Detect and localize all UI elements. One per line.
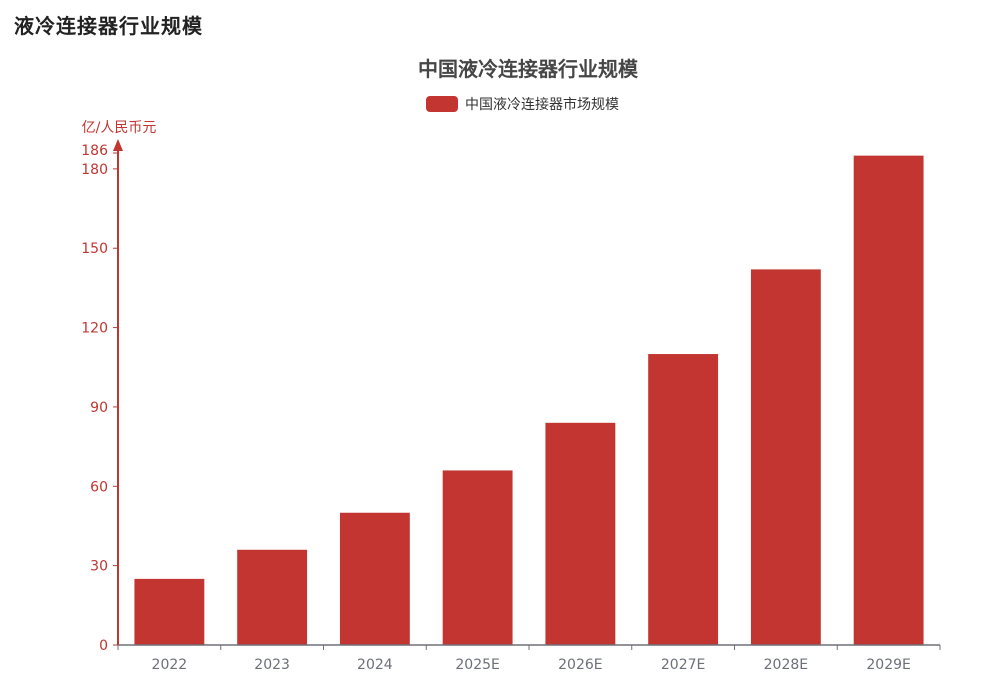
y-tick-label: 0 <box>99 638 108 654</box>
x-tick-label: 2028E <box>764 657 808 673</box>
legend[interactable]: 中国液冷连接器市场规模 <box>426 96 619 113</box>
bar-2028e[interactable] <box>750 269 821 645</box>
y-axis-arrow <box>113 139 123 151</box>
bar-2023[interactable] <box>237 549 308 645</box>
page-heading: 液冷连接器行业规模 <box>14 14 203 38</box>
bar-2026e[interactable] <box>545 422 616 645</box>
y-tick-label: 180 <box>81 162 108 178</box>
x-tick-label: 2025E <box>455 657 499 673</box>
y-axis: 0 30 60 90 120 150 180 186 <box>81 139 123 654</box>
x-tick-label: 2024 <box>357 657 393 673</box>
x-tick-label: 2022 <box>152 657 188 673</box>
y-axis-label: 亿/人民币元 <box>82 120 157 136</box>
chart-title: 中国液冷连接器行业规模 <box>418 57 639 81</box>
y-tick-label: 60 <box>90 479 108 495</box>
y-tick-label: 90 <box>90 400 108 416</box>
x-tick-label: 2026E <box>558 657 602 673</box>
x-tick-label: 2023 <box>254 657 290 673</box>
legend-swatch[interactable] <box>426 96 458 112</box>
legend-label[interactable]: 中国液冷连接器市场规模 <box>465 96 619 113</box>
bar-2025e[interactable] <box>442 470 513 645</box>
x-axis: 2022 2023 2024 2025E 2026E 2027E 2028E 2029E <box>117 644 941 673</box>
y-tick-label: 150 <box>81 241 108 257</box>
bars <box>134 155 924 646</box>
bar-2024[interactable] <box>339 512 410 645</box>
bar-2022[interactable] <box>134 578 205 645</box>
y-tick-label: 120 <box>81 321 108 337</box>
x-tick-label: 2029E <box>866 657 910 673</box>
bar-2029e[interactable] <box>853 155 924 646</box>
bar-2027e[interactable] <box>648 354 719 645</box>
x-tick-label: 2027E <box>661 657 705 673</box>
y-tick-label: 186 <box>81 143 108 159</box>
y-tick-label: 30 <box>90 559 108 575</box>
